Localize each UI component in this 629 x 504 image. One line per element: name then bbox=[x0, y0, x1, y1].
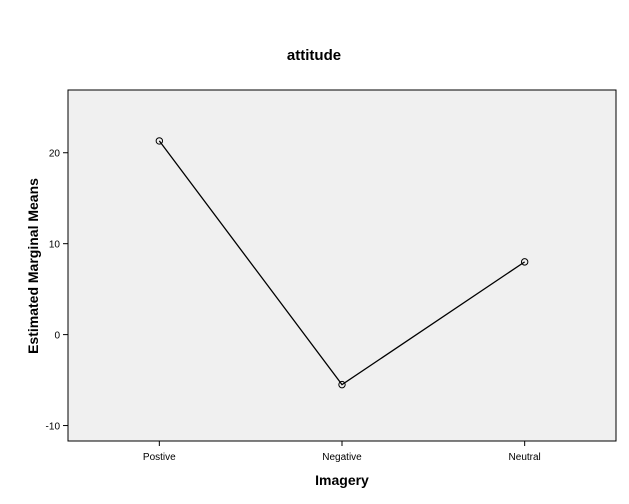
data-point bbox=[155, 137, 164, 145]
y-tick-label: 20 bbox=[49, 149, 61, 160]
series-line bbox=[158, 140, 526, 386]
x-tick-label: Negative bbox=[322, 452, 362, 463]
y-tick-label: -10 bbox=[46, 422, 61, 433]
chart-title: attitude bbox=[287, 47, 341, 64]
y-axis: -10 0 10 20 bbox=[46, 149, 68, 433]
data-point bbox=[338, 380, 346, 389]
y-axis-label: Estimated Marginal Means bbox=[25, 178, 41, 354]
x-tick-label: Postive bbox=[143, 452, 176, 463]
series-line-group bbox=[155, 137, 529, 389]
data-point bbox=[520, 258, 529, 266]
y-tick-label: 0 bbox=[54, 331, 60, 342]
plot-area bbox=[67, 89, 617, 442]
x-axis: Postive Negative Neutral bbox=[143, 441, 541, 463]
x-axis-label: Imagery bbox=[315, 472, 369, 488]
x-tick-label: Neutral bbox=[509, 452, 541, 463]
y-tick-label: 10 bbox=[49, 240, 61, 251]
